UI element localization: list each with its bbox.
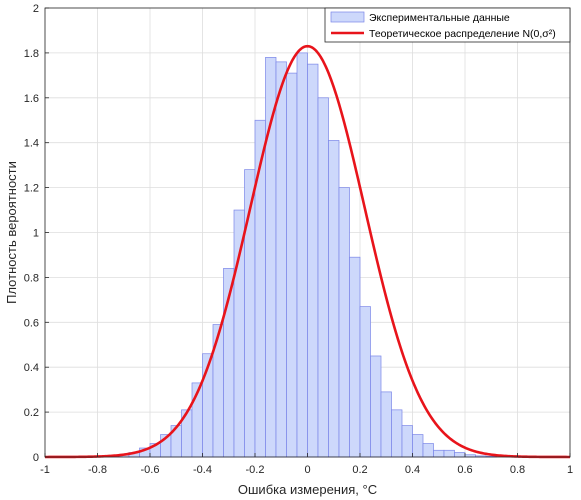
x-tick-label: 1 xyxy=(567,464,573,476)
x-tick-label: -0.4 xyxy=(193,464,212,476)
legend-label-curve: Теоретическое распределение N(0,σ²) xyxy=(369,28,556,40)
y-tick-label: 0 xyxy=(33,452,39,464)
x-tick-label: -0.2 xyxy=(246,464,265,476)
histogram-bars xyxy=(107,52,497,458)
x-tick-labels: -1 -0.8 -0.6 -0.4 -0.2 0 0.2 0.4 0.6 0.8 1 xyxy=(40,453,573,476)
y-tick-label: 1.6 xyxy=(24,93,39,105)
histogram-bar xyxy=(454,452,466,458)
histogram-bar xyxy=(275,61,287,458)
y-tick-label: 1.4 xyxy=(24,138,39,150)
histogram-bar xyxy=(412,434,424,458)
histogram-bar xyxy=(254,119,266,458)
histogram-bar xyxy=(370,355,382,458)
legend-box xyxy=(324,7,571,43)
y-tick-label: 2 xyxy=(33,3,39,15)
histogram-bar xyxy=(233,209,245,458)
x-axis-title: Ошибка измерения, °C xyxy=(238,482,377,497)
x-tick-label: 0.6 xyxy=(457,464,472,476)
histogram-bar xyxy=(307,63,319,458)
x-tick-label: 0.4 xyxy=(405,464,420,476)
y-tick-label: 1.2 xyxy=(24,183,39,195)
y-tick-label: 0.8 xyxy=(24,272,39,284)
histogram-bar xyxy=(296,52,308,458)
legend: Экспериментальные данные Теоретическое р… xyxy=(324,7,571,43)
histogram-bar xyxy=(286,72,298,458)
legend-swatch-histogram xyxy=(330,11,365,23)
y-axis-title: Плотность вероятности xyxy=(4,161,19,304)
histogram-bar xyxy=(338,187,350,458)
histogram-bar xyxy=(349,256,361,458)
histogram-bar xyxy=(265,57,277,458)
x-tick-label: -0.8 xyxy=(88,464,107,476)
x-tick-label: -0.6 xyxy=(141,464,160,476)
y-tick-label: 1.8 xyxy=(24,48,39,60)
histogram-bar xyxy=(317,97,329,458)
histogram-bar xyxy=(328,140,340,458)
x-tick-label: -1 xyxy=(40,464,50,476)
y-tick-labels: 0 0.2 0.4 0.6 0.8 1 1.2 1.4 1.6 1.8 2 xyxy=(24,3,49,464)
y-tick-label: 1 xyxy=(33,228,39,240)
y-tick-label: 0.6 xyxy=(24,317,39,329)
x-tick-label: 0 xyxy=(304,464,310,476)
y-tick-label: 0.4 xyxy=(24,362,39,374)
y-tick-label: 0.2 xyxy=(24,407,39,419)
histogram-bar xyxy=(443,449,455,458)
histogram-bar xyxy=(391,409,403,458)
theoretical-curve-line xyxy=(45,44,570,459)
histogram-bar xyxy=(422,443,434,458)
histogram-bar xyxy=(380,391,392,458)
legend-label-histogram: Экспериментальные данные xyxy=(369,12,510,24)
x-tick-label: 0.2 xyxy=(352,464,367,476)
theoretical-curve xyxy=(45,44,570,459)
x-tick-label: 0.8 xyxy=(510,464,525,476)
histogram-bar xyxy=(433,449,445,458)
histogram-bar xyxy=(401,425,413,458)
histogram-bar xyxy=(359,306,371,458)
